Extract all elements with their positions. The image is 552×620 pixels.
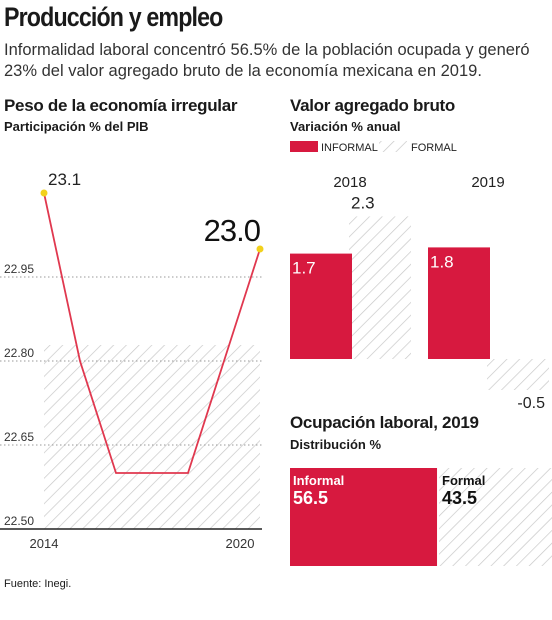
bar-category-label: 2019 <box>471 174 504 191</box>
bar-category-label: 2018 <box>333 174 366 191</box>
line-chart: 22.50 22.65 22.80 22.95 23.1 23.0 2014 2020 <box>0 170 264 551</box>
ocupacion-label-formal: Formal <box>442 473 485 488</box>
page-title: Producción y empleo <box>4 2 223 32</box>
ocupacion-chart-title: Ocupación laboral, 2019 <box>290 413 479 432</box>
bar-chart-subtitle: Variación % anual <box>290 119 401 134</box>
bar-formal-2019 <box>487 359 549 390</box>
bar-informal-label-2018: 1.7 <box>292 259 316 278</box>
bar-chart: INFORMAL FORMAL 2018 2.3 1.7 2019 -0.5 1.8 <box>290 141 549 412</box>
bar-informal-label-2019: 1.8 <box>430 252 454 271</box>
page-subtitle: Informalidad laboral concentró 56.5% de … <box>4 41 530 80</box>
line-chart-series-line <box>43 192 261 474</box>
bar-legend-swatch-formal <box>379 141 407 152</box>
source-note: Fuente: Inegi. <box>4 578 72 590</box>
bar-legend-swatch-informal <box>290 141 318 152</box>
ocupacion-bar-formal <box>439 468 552 566</box>
line-chart-y-tick-label: 22.65 <box>4 430 34 444</box>
ocupacion-label-informal: Informal <box>293 473 344 488</box>
line-chart-subtitle: Participación % del PIB <box>4 119 149 134</box>
line-chart-title: Peso de la economía irregular <box>4 96 238 115</box>
bar-formal-label-2019: -0.5 <box>517 395 545 412</box>
bar-legend-label-formal: FORMAL <box>411 142 457 154</box>
line-chart-point-2014 <box>40 189 48 197</box>
line-chart-x-tick-label: 2014 <box>30 536 59 551</box>
bar-formal-2018 <box>349 216 411 359</box>
line-chart-x-tick-label: 2020 <box>226 536 255 551</box>
line-chart-y-tick-label: 22.80 <box>4 346 34 360</box>
ocupacion-chart-subtitle: Distribución % <box>290 437 382 452</box>
ocupacion-value-informal: 56.5 <box>293 488 328 508</box>
bar-informal-2018 <box>290 253 352 359</box>
line-chart-y-tick-label: 22.50 <box>4 514 34 528</box>
line-chart-data-label-2020: 23.0 <box>204 213 261 248</box>
line-chart-data-label-2014: 23.1 <box>48 170 81 189</box>
ocupacion-value-formal: 43.5 <box>442 488 477 508</box>
line-chart-hatch-area <box>44 345 260 529</box>
bar-chart-title: Valor agregado bruto <box>290 96 455 115</box>
ocupacion-bar-informal <box>290 468 438 566</box>
line-chart-y-tick-label: 22.95 <box>4 262 34 276</box>
line-chart-point-2020 <box>256 245 264 253</box>
bar-legend-label-informal: INFORMAL <box>321 142 378 154</box>
bar-informal-2019 <box>428 247 490 359</box>
bar-formal-label-2018: 2.3 <box>351 193 375 212</box>
